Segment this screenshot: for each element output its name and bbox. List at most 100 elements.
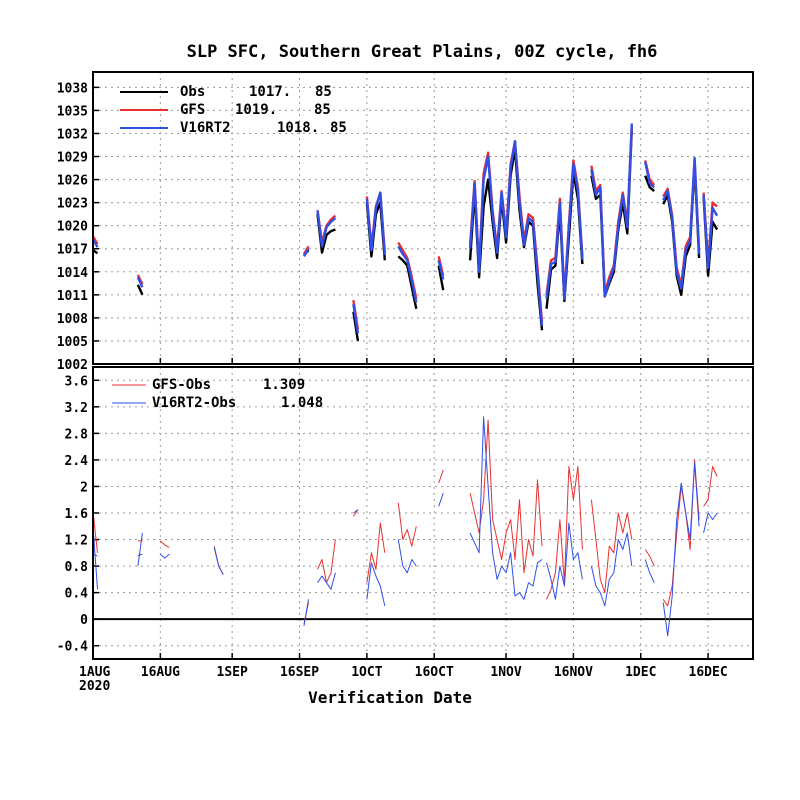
- y-tick-label: 2: [80, 480, 88, 495]
- running-mean-line-gfs-obs: [213, 546, 224, 575]
- y-tick-label: 1014: [57, 266, 88, 281]
- legend-mean-v16rt2: 1018.: [277, 120, 319, 136]
- series-line-v16rt2-obs: [137, 532, 143, 567]
- legend-count-gfs: 85: [314, 102, 331, 118]
- series-line-v16rt2: [302, 248, 310, 258]
- running-mean-line-v16rt2-obs: [213, 547, 224, 575]
- series-line-v16rt2-obs: [317, 572, 336, 590]
- series-line-v16rt2-obs: [353, 509, 359, 514]
- y-tick-label: 1008: [57, 312, 88, 327]
- pressure-series: [91, 123, 719, 342]
- x-axis-title: Verification Date: [308, 688, 472, 707]
- series-line-v16rt2: [136, 276, 144, 288]
- x-tick-label: 1NOV: [490, 665, 521, 680]
- series-line-v16rt2-obs: [469, 416, 543, 600]
- series-line-v16rt2: [545, 162, 584, 300]
- chart-title: SLP SFC, Southern Great Plains, 00Z cycl…: [187, 42, 658, 62]
- pressure-panel: 1002 1005 1008 1011 1014 1017 1020 1023 1026 1029…: [57, 71, 754, 373]
- series-line-v16rt2: [644, 161, 655, 189]
- series-line-v16rt2-obs: [438, 492, 444, 507]
- difference-series: [92, 416, 718, 637]
- x-tick-label: 16SEP: [280, 665, 319, 680]
- series-line-gfs-obs: [317, 539, 336, 584]
- y-tick-label: 1011: [57, 289, 88, 304]
- series-line-gfs-obs: [366, 522, 386, 583]
- series-line-obs: [644, 175, 655, 193]
- series-line-v16rt2: [662, 156, 701, 290]
- y-tick-label: -0.4: [57, 640, 88, 655]
- series-line-v16rt2: [397, 245, 418, 303]
- y-tick-label: 1005: [57, 335, 88, 350]
- y-tick-label: 1029: [57, 151, 88, 166]
- x-tick-label: 16OCT: [415, 665, 454, 680]
- series-line-v16rt2: [702, 194, 719, 270]
- legend-label-v16rt2: V16RT2: [180, 120, 231, 136]
- difference-plot-frame: [92, 366, 754, 660]
- legend-count-obs: 85: [315, 84, 332, 100]
- legend-label-v16rt2-obs: V16RT2-Obs: [152, 395, 236, 411]
- y-tick-label: 2.8: [65, 427, 89, 442]
- y-tick-label: 0.4: [65, 587, 89, 602]
- series-line-obs: [136, 284, 144, 296]
- x-tick-label: 1DEC: [625, 665, 656, 680]
- difference-panel: -0.4 0 0.4 0.8 1.2 1.6 2 2.4 2.8 3.2 3.6 GFS-Obs 1…: [57, 366, 754, 660]
- legend-mean-v16rt2-obs: 1.048: [281, 395, 323, 411]
- y-tick-label: 1017: [57, 243, 88, 258]
- y-tick-label: 3.6: [65, 374, 89, 389]
- running-mean-line-v16rt2-obs: [137, 553, 143, 556]
- series-line-v16rt2-obs: [397, 539, 417, 574]
- series-line-gfs-obs: [469, 419, 543, 574]
- running-mean-line-gfs-obs: [159, 540, 170, 548]
- series-line-obs: [437, 265, 445, 291]
- series-line-gfs-obs: [703, 466, 718, 507]
- series-line-gfs-obs: [397, 502, 417, 547]
- y-tick-label: 1.2: [65, 534, 88, 549]
- pressure-legend: Obs 1017. 85 GFS 1019. 85 V16RT2 1018. 8…: [120, 84, 347, 136]
- series-line-v16rt2: [590, 123, 633, 298]
- y-tick-label: 1026: [57, 174, 88, 189]
- series-line-gfs-obs: [438, 469, 444, 484]
- y-tick-label: 1035: [57, 104, 88, 119]
- series-line-v16rt2-obs: [366, 562, 386, 607]
- y-tick-label: 1.6: [65, 507, 89, 522]
- series-line-v16rt2-obs: [546, 522, 583, 600]
- series-line-v16rt2-obs: [703, 512, 718, 534]
- series-line-v16rt2-obs: [303, 599, 309, 626]
- pressure-y-ticks: 1002 1005 1008 1011 1014 1017 1020 1023 1026 1029…: [57, 81, 99, 373]
- difference-legend: GFS-Obs 1.309 V16RT2-Obs 1.048: [112, 377, 323, 411]
- y-tick-label: 0: [80, 613, 88, 628]
- series-line-gfs-obs: [644, 549, 655, 567]
- x-tick-label: 1OCT: [351, 665, 382, 680]
- legend-label-gfs: GFS: [180, 102, 205, 118]
- legend-mean-obs: 1017.: [249, 84, 291, 100]
- legend-count-v16rt2: 85: [330, 120, 347, 136]
- y-tick-label: 1038: [57, 81, 88, 96]
- series-line-v16rt2-obs: [644, 559, 655, 583]
- series-line-v16rt2: [468, 139, 544, 326]
- y-tick-label: 1002: [57, 358, 88, 373]
- pressure-plot-frame: [92, 71, 754, 365]
- series-line-v16rt2: [437, 260, 445, 280]
- series-line-v16rt2: [352, 303, 360, 334]
- y-tick-label: 3.2: [65, 401, 88, 416]
- series-line-v16rt2: [316, 210, 337, 248]
- y-tick-label: 2.4: [65, 454, 89, 469]
- y-tick-label: 1020: [57, 220, 88, 235]
- y-tick-label: 0.8: [65, 560, 89, 575]
- x-tick-year-label: 2020: [79, 679, 110, 694]
- difference-y-ticks: -0.4 0 0.4 0.8 1.2 1.6 2 2.4 2.8 3.2 3.6: [57, 374, 99, 655]
- legend-label-obs: Obs: [180, 84, 205, 100]
- x-tick-label: 16NOV: [554, 665, 593, 680]
- x-tick-label: 16AUG: [141, 665, 180, 680]
- x-tick-label: 1AUG: [79, 665, 110, 680]
- series-line-v16rt2: [365, 191, 386, 255]
- y-tick-label: 1032: [57, 127, 88, 142]
- series-line-obs: [545, 170, 584, 309]
- running-mean-line-v16rt2-obs: [159, 553, 170, 559]
- x-tick-label: 16DEC: [689, 665, 728, 680]
- series-line-v16rt2-obs: [590, 532, 633, 607]
- y-tick-label: 1023: [57, 197, 88, 212]
- series-line-gfs-obs: [590, 499, 633, 594]
